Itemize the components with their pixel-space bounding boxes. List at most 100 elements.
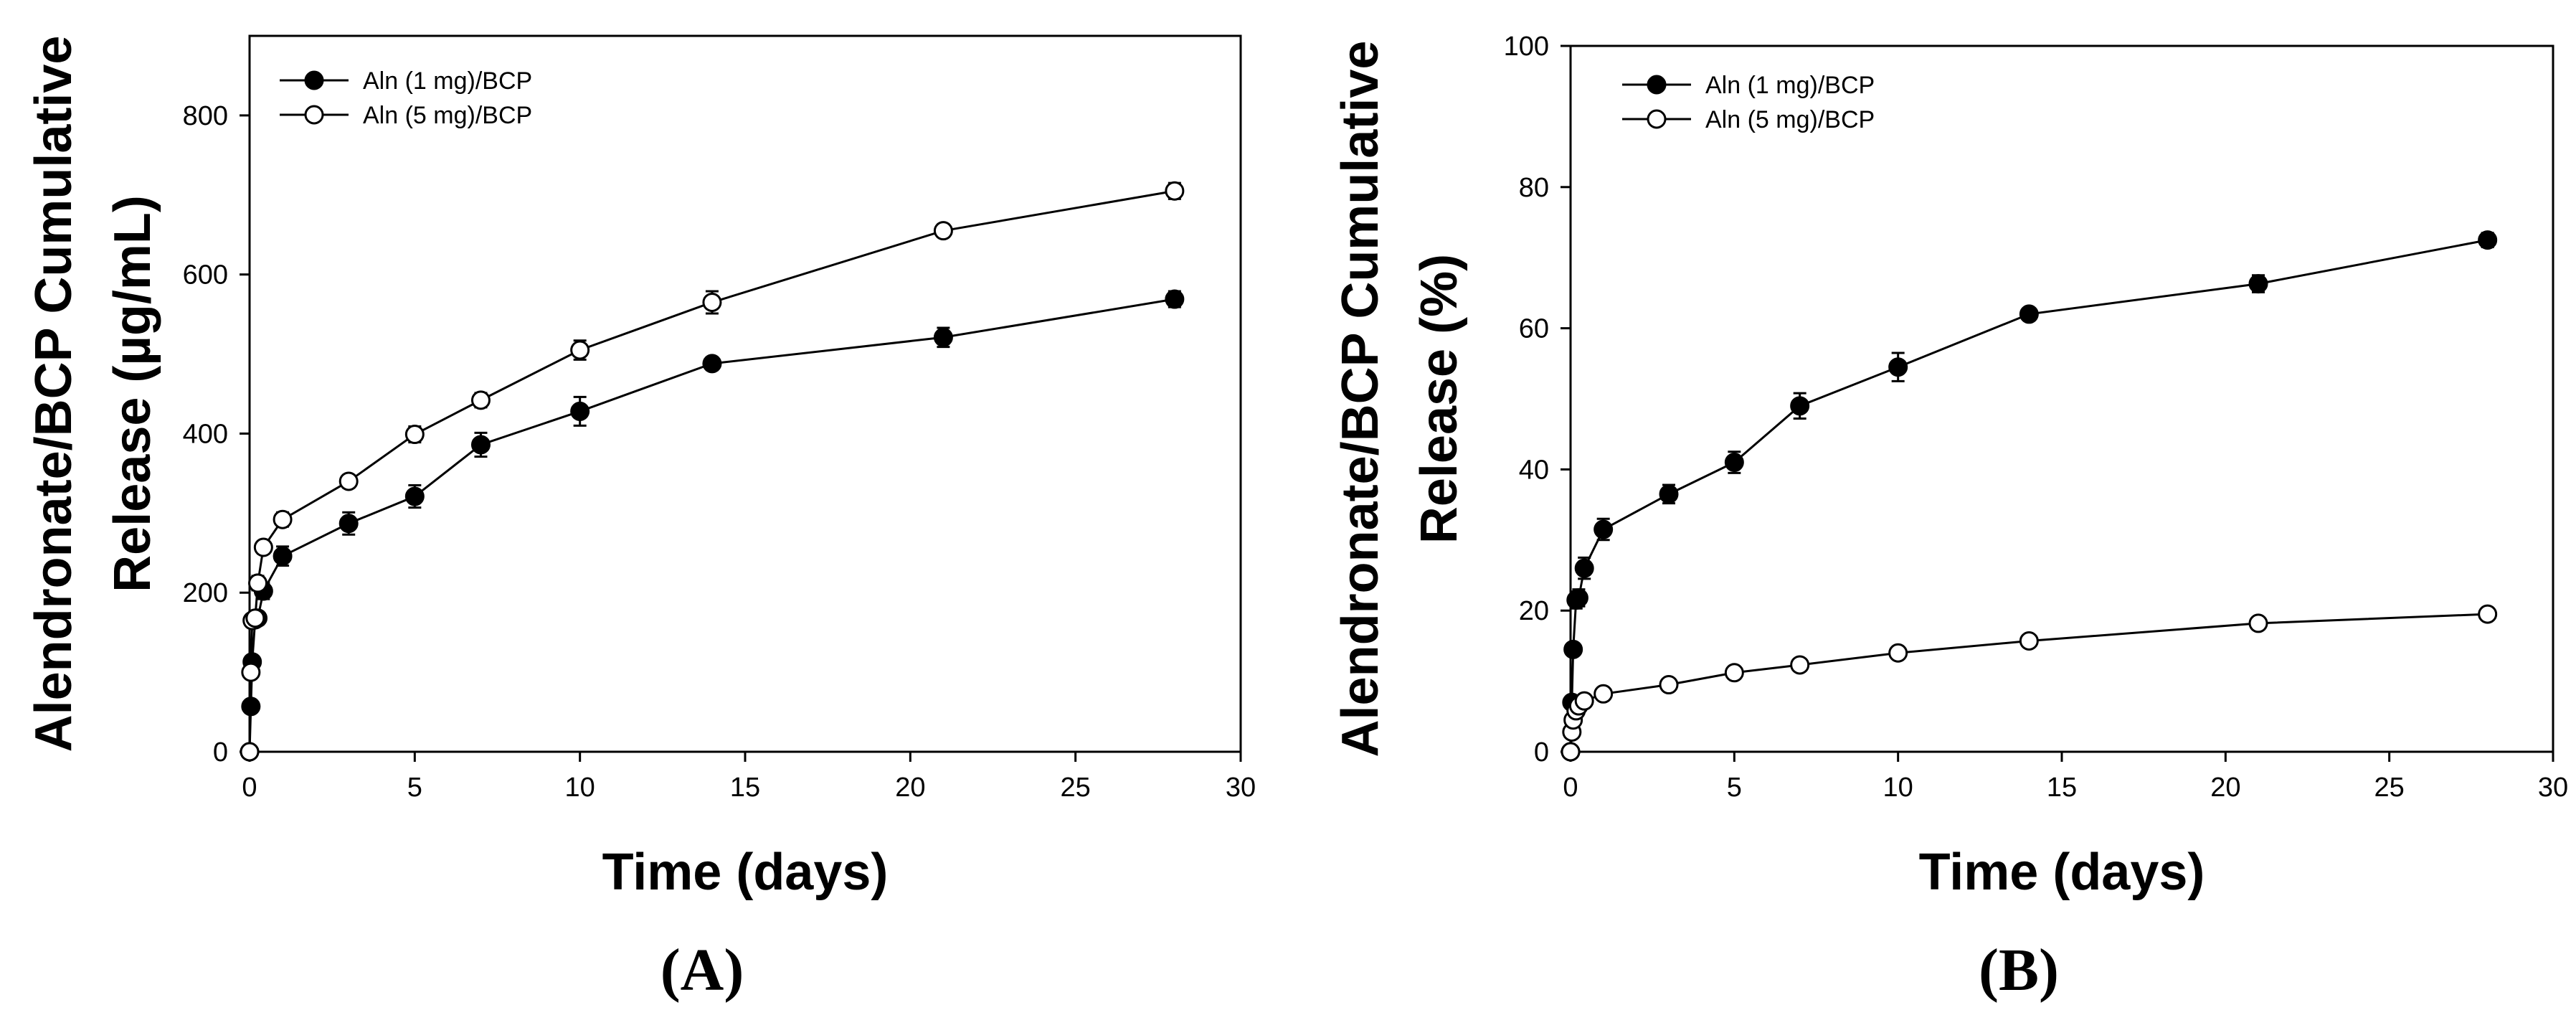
data-point	[1790, 396, 1810, 416]
y-tick-label: 40	[1519, 455, 1549, 485]
legend-label: Aln (5 mg)/BCP	[1705, 106, 1875, 133]
data-point	[1574, 558, 1594, 578]
y-axis-title-line1-b: Alendronate/BCP Cumulative	[1332, 41, 1389, 758]
data-point	[404, 425, 425, 445]
y-tick-label: 0	[213, 737, 228, 768]
legend-item: Aln (1 mg)/BCP	[1622, 72, 1875, 99]
data-point	[1724, 663, 1744, 683]
legend-item: Aln (1 mg)/BCP	[280, 67, 532, 95]
data-point	[1790, 655, 1810, 675]
data-point	[273, 509, 293, 529]
data-point	[1563, 639, 1583, 659]
data-point	[245, 608, 265, 628]
data-point	[2248, 613, 2268, 633]
legend-item: Aln (5 mg)/BCP	[280, 102, 532, 129]
x-tick-label: 0	[1563, 773, 1578, 803]
y-tick-label: 0	[1534, 737, 1549, 768]
data-point	[1574, 691, 1594, 711]
data-point	[702, 354, 722, 374]
y-tick-label: 60	[1519, 314, 1549, 344]
legend-b: Aln (1 mg)/BCP Aln (5 mg)/BCP	[1622, 72, 1875, 133]
x-tick-label: 5	[407, 773, 422, 803]
x-axis-title-a: Time (days)	[602, 844, 889, 901]
x-tick-label: 25	[1061, 773, 1091, 803]
panel-label-a: (A)	[660, 937, 744, 1004]
y-axis-title-line2-b: Release (%)	[1411, 254, 1468, 544]
data-point	[1659, 675, 1679, 695]
legend-marker	[1647, 75, 1667, 95]
panel-label-b: (B)	[1979, 937, 2059, 1004]
y-axis-b: 0 20 40 60 80 100	[1504, 32, 1571, 768]
legend-marker	[304, 70, 324, 90]
data-point	[248, 573, 268, 593]
x-tick-label: 0	[242, 773, 257, 803]
data-point	[1594, 519, 1614, 539]
y-tick-label: 200	[183, 578, 228, 608]
data-point	[570, 340, 590, 360]
data-point	[933, 327, 953, 347]
data-area-b	[1561, 230, 2498, 762]
plot-frame-a	[248, 34, 1242, 753]
x-tick-label: 10	[1883, 773, 1913, 803]
chart-panel-a: 0 200 400 600 800 0 5 10 15 20 25 30 Aln (1 mg)/BC…	[25, 34, 1256, 1004]
y-tick-label: 800	[183, 101, 228, 131]
y-axis-a: 0 200 400 600 800	[183, 101, 250, 768]
x-tick-label: 5	[1727, 773, 1742, 803]
data-point	[240, 742, 260, 762]
data-point	[933, 221, 953, 241]
data-point	[2478, 230, 2498, 250]
legend-label: Aln (1 mg)/BCP	[1705, 72, 1875, 99]
x-tick-label: 15	[730, 773, 760, 803]
data-point	[404, 486, 425, 506]
x-tick-label: 25	[2374, 773, 2405, 803]
x-axis-title-b: Time (days)	[1919, 844, 2205, 901]
legend-a: Aln (1 mg)/BCP Aln (5 mg)/BCP	[280, 67, 532, 129]
data-point	[338, 514, 359, 534]
y-tick-label: 400	[183, 419, 228, 449]
data-point	[1659, 484, 1679, 504]
y-tick-label: 600	[183, 260, 228, 291]
data-point	[702, 292, 722, 312]
legend-label: Aln (5 mg)/BCP	[363, 102, 532, 129]
data-point	[1888, 643, 1908, 663]
data-point	[2478, 604, 2498, 624]
data-point	[1594, 684, 1614, 704]
data-area-a	[240, 181, 1185, 762]
data-point	[470, 390, 491, 410]
y-tick-label: 100	[1504, 32, 1549, 62]
data-point	[241, 662, 261, 682]
data-point	[570, 401, 590, 421]
data-point	[1165, 181, 1185, 201]
x-tick-label: 20	[2210, 773, 2240, 803]
chart-panel-b: 0 20 40 60 80 100 0 5 10 15 20 25 30 Aln (1 mg)/BCP…	[1332, 32, 2568, 1004]
data-point	[1568, 587, 1588, 608]
data-point	[253, 537, 273, 557]
data-point	[273, 546, 293, 566]
x-tick-label: 30	[1226, 773, 1256, 803]
data-point	[1724, 453, 1744, 473]
x-tick-label: 30	[2538, 773, 2568, 803]
y-tick-label: 80	[1519, 173, 1549, 203]
legend-marker	[304, 105, 324, 125]
data-point	[2019, 304, 2039, 324]
legend-label: Aln (1 mg)/BCP	[363, 67, 532, 95]
y-tick-label: 20	[1519, 596, 1549, 626]
data-point	[1561, 742, 1581, 762]
data-point	[1888, 357, 1908, 377]
data-point	[2019, 631, 2039, 651]
x-tick-label: 10	[565, 773, 595, 803]
y-axis-title-line1-a: Alendronate/BCP Cumulative	[25, 36, 82, 752]
data-point	[1165, 289, 1185, 309]
data-point	[470, 435, 491, 455]
data-point	[2248, 274, 2268, 294]
data-point	[338, 471, 359, 491]
x-axis-b: 0 5 10 15 20 25 30	[1563, 752, 2568, 803]
series-line-aln-5mg	[248, 189, 1175, 752]
y-axis-title-line2-a: Release (µg/mL)	[104, 195, 161, 593]
plot-frame-b	[1569, 44, 2554, 753]
legend-marker	[1647, 109, 1667, 129]
x-axis-a: 0 5 10 15 20 25 30	[242, 752, 1256, 803]
x-tick-label: 20	[895, 773, 925, 803]
legend-item: Aln (5 mg)/BCP	[1622, 106, 1875, 133]
